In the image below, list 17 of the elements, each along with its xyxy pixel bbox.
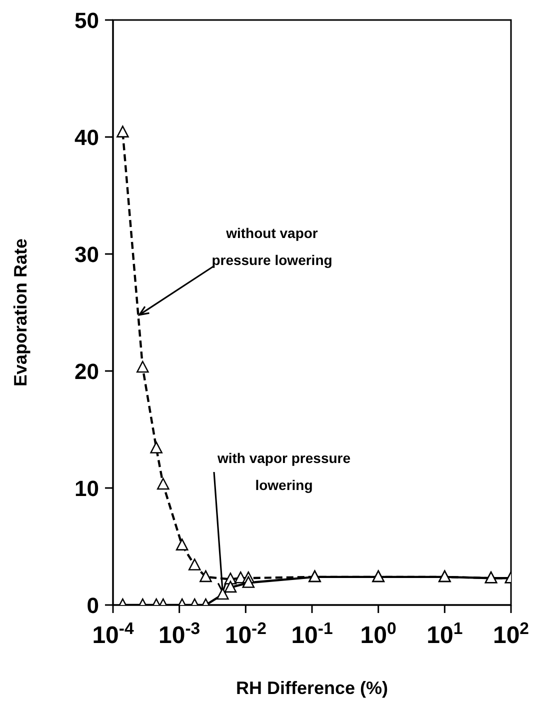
y-axis-title: Evaporation Rate — [10, 238, 30, 387]
annotation: without vapor pressure lowering — [212, 225, 332, 268]
x-tick-label: 10$^{-3}$ — [158, 618, 200, 649]
y-tick-label: 20 — [74, 359, 99, 384]
y-tick-label: 30 — [74, 242, 99, 267]
x-tick-label: 10$^{-1}$ — [291, 618, 333, 649]
y-tick-label: 0 — [86, 593, 99, 618]
x-tick-label: 10$^{2}$ — [492, 618, 530, 649]
x-axis-title: RH Difference (%) — [236, 678, 388, 698]
x-tick-label: 10$^{0}$ — [360, 618, 396, 649]
y-tick-label: 10 — [74, 476, 99, 501]
annotation: with vapor pressure lowering — [216, 450, 351, 493]
y-tick-label: 50 — [74, 8, 99, 33]
x-tick-label: 10$^{-4}$ — [92, 618, 134, 649]
x-tick-label: 10$^{1}$ — [426, 618, 463, 649]
x-tick-label: 10$^{-2}$ — [224, 618, 266, 649]
y-tick-label: 40 — [74, 125, 99, 150]
